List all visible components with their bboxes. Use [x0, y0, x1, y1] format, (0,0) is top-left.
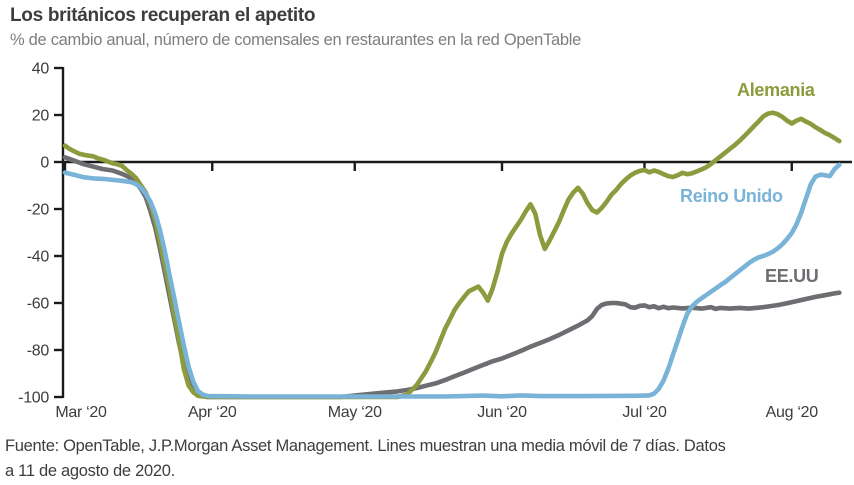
page-subtitle: % de cambio anual, número de comensales …	[10, 31, 581, 49]
svg-text:May ‘20: May ‘20	[328, 404, 382, 421]
svg-text:-80: -80	[27, 343, 50, 360]
svg-text:Jul ‘20: Jul ‘20	[622, 404, 667, 421]
source-note-line1: Fuente: OpenTable, J.P.Morgan Asset Mana…	[5, 437, 726, 455]
svg-text:0: 0	[40, 155, 49, 172]
series-label-reino-unido: Reino Unido	[680, 186, 783, 206]
svg-text:Aug ‘20: Aug ‘20	[766, 404, 819, 421]
svg-text:Mar ‘20: Mar ‘20	[55, 404, 107, 421]
svg-text:Apr ‘20: Apr ‘20	[188, 404, 237, 421]
svg-text:Jun ‘20: Jun ‘20	[477, 404, 527, 421]
source-note-line2: a 11 de agosto de 2020.	[5, 462, 175, 480]
line-chart: Mar ‘20 Apr ‘20 May ‘20 Jun ‘20 Jul ‘20 Aug ‘…	[18, 61, 852, 421]
svg-text:40: 40	[32, 61, 50, 78]
page-title: Los británicos recuperan el apetito	[10, 5, 316, 26]
svg-text:-100: -100	[18, 390, 49, 407]
svg-text:-40: -40	[27, 249, 50, 266]
series-label-alemania: Alemania	[737, 80, 815, 100]
series-label-eeuu: EE.UU	[765, 266, 819, 286]
svg-text:-20: -20	[27, 202, 50, 219]
svg-text:-60: -60	[27, 296, 50, 313]
source-note: Fuente: OpenTable, J.P.Morgan Asset Mana…	[5, 434, 853, 484]
svg-text:20: 20	[32, 108, 50, 125]
